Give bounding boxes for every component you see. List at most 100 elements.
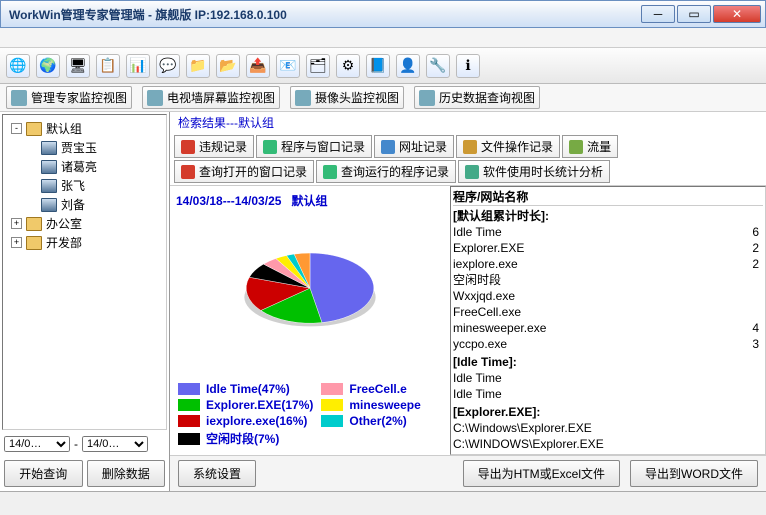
search-result: 检索结果---默认组	[170, 112, 766, 133]
tree-host[interactable]: 张飞	[7, 176, 162, 195]
toolbar-icon-8[interactable]: 📤	[246, 54, 270, 78]
toolbar-icon-7[interactable]: 📂	[216, 54, 240, 78]
tab-label: 电视墙屏幕监控视图	[167, 89, 275, 106]
view-tab[interactable]: 摄像头监控视图	[290, 86, 404, 109]
sub-tabs: 查询打开的窗口记录查询运行的程序记录软件使用时长统计分析	[170, 160, 766, 185]
date-to[interactable]: 14/0…	[82, 436, 148, 452]
program-list[interactable]: 程序/网站名称 [默认组累计时长]:Idle Time6Explorer.EXE2…	[450, 186, 766, 455]
tree-host[interactable]: 贾宝玉	[7, 138, 162, 157]
record-tab[interactable]: 文件操作记录	[456, 135, 560, 158]
legend-item: minesweepe	[321, 398, 442, 412]
swatch	[178, 415, 200, 427]
list-row[interactable]: iexplore.exe2	[453, 256, 763, 272]
toolbar-icon-2[interactable]: 🖥	[66, 54, 90, 78]
tab-icon	[463, 140, 477, 154]
pie-chart	[205, 217, 415, 372]
maximize-button[interactable]: ▭	[677, 5, 711, 23]
export-word-button[interactable]: 导出到WORD文件	[630, 460, 758, 487]
tab-icon	[181, 140, 195, 154]
sub-tab[interactable]: 查询运行的程序记录	[316, 160, 456, 183]
chart-title: 14/03/18---14/03/25 默认组	[174, 190, 446, 211]
list-row[interactable]: Wxxjqd.exe	[453, 288, 763, 304]
delete-button[interactable]: 删除数据	[87, 460, 166, 487]
toolbar-icon-6[interactable]: 📁	[186, 54, 210, 78]
tab-icon	[295, 90, 311, 106]
sidebar: -默认组贾宝玉诸葛亮张飞刘备+办公室+开发部 14/0… - 14/0… 开始查…	[0, 112, 170, 491]
record-tab[interactable]: 流量	[562, 135, 618, 158]
menubar	[0, 28, 766, 48]
list-row[interactable]: Idle Time6	[453, 224, 763, 240]
view-tab[interactable]: 电视墙屏幕监控视图	[142, 86, 280, 109]
view-tab[interactable]: 管理专家监控视图	[6, 86, 132, 109]
legend-item: Other(2%)	[321, 414, 442, 428]
pc-icon	[41, 179, 57, 193]
collapse-icon[interactable]: -	[11, 123, 22, 134]
toolbar-icon-10[interactable]: 🗂	[306, 54, 330, 78]
list-section: [Explorer.EXE]:	[453, 404, 763, 420]
view-tab[interactable]: 历史数据查询视图	[414, 86, 540, 109]
toolbar-icon-11[interactable]: ⚙	[336, 54, 360, 78]
toolbar-icon-14[interactable]: 🔧	[426, 54, 450, 78]
sub-tab[interactable]: 软件使用时长统计分析	[458, 160, 610, 183]
sub-tab[interactable]: 查询打开的窗口记录	[174, 160, 314, 183]
tab-icon	[323, 165, 337, 179]
swatch	[178, 399, 200, 411]
sys-settings-button[interactable]: 系统设置	[178, 460, 256, 487]
group-icon	[26, 236, 42, 250]
toolbar: 🌐🌍🖥📋📊💬📁📂📤📧🗂⚙📘👤🔧ℹ	[0, 48, 766, 84]
legend-item: 空闲时段(7%)	[178, 430, 313, 447]
close-button[interactable]: ✕	[713, 5, 761, 23]
tab-icon	[147, 90, 163, 106]
tab-icon	[569, 140, 583, 154]
expand-icon[interactable]: +	[11, 218, 22, 229]
group-icon	[26, 122, 42, 136]
tab-icon	[11, 90, 27, 106]
list-row[interactable]: yccpo.exe3	[453, 336, 763, 352]
list-section: [默认组累计时长]:	[453, 208, 763, 224]
toolbar-icon-5[interactable]: 💬	[156, 54, 180, 78]
list-row[interactable]: Idle Time	[453, 370, 763, 386]
tab-icon	[263, 140, 277, 154]
record-tab[interactable]: 程序与窗口记录	[256, 135, 372, 158]
tree-group[interactable]: -默认组	[7, 119, 162, 138]
list-row[interactable]: C:\Windows\Explorer.EXE	[453, 420, 763, 436]
tree-group[interactable]: +开发部	[7, 233, 162, 252]
toolbar-icon-12[interactable]: 📘	[366, 54, 390, 78]
minimize-button[interactable]: ─	[641, 5, 675, 23]
legend: Idle Time(47%)FreeCell.eExplorer.EXE(17%…	[174, 378, 446, 451]
list-row[interactable]: minesweeper.exe4	[453, 320, 763, 336]
tab-label: 历史数据查询视图	[439, 89, 535, 106]
record-tab[interactable]: 违规记录	[174, 135, 254, 158]
toolbar-icon-1[interactable]: 🌍	[36, 54, 60, 78]
pc-icon	[41, 141, 57, 155]
toolbar-icon-4[interactable]: 📊	[126, 54, 150, 78]
tab-icon	[381, 140, 395, 154]
swatch	[321, 383, 343, 395]
bottom-bar: 系统设置 导出为HTM或Excel文件 导出到WORD文件	[170, 455, 766, 491]
export-htm-button[interactable]: 导出为HTM或Excel文件	[463, 460, 620, 487]
toolbar-icon-0[interactable]: 🌐	[6, 54, 30, 78]
swatch	[178, 433, 200, 445]
window-title: WorkWin管理专家管理端 - 旗舰版 IP:192.168.0.100	[5, 6, 641, 23]
tree-host[interactable]: 刘备	[7, 195, 162, 214]
expand-icon[interactable]: +	[11, 237, 22, 248]
tree[interactable]: -默认组贾宝玉诸葛亮张飞刘备+办公室+开发部	[2, 114, 167, 430]
list-row[interactable]: 空闲时段	[453, 272, 763, 288]
legend-item: Idle Time(47%)	[178, 382, 313, 396]
toolbar-icon-9[interactable]: 📧	[276, 54, 300, 78]
main: 检索结果---默认组 违规记录程序与窗口记录网址记录文件操作记录流量 查询打开的…	[170, 112, 766, 491]
list-row[interactable]: C:\WINDOWS\Explorer.EXE	[453, 436, 763, 452]
toolbar-icon-13[interactable]: 👤	[396, 54, 420, 78]
list-row[interactable]: FreeCell.exe	[453, 304, 763, 320]
list-row[interactable]: Explorer.EXE2	[453, 240, 763, 256]
toolbar-icon-3[interactable]: 📋	[96, 54, 120, 78]
toolbar-icon-15[interactable]: ℹ	[456, 54, 480, 78]
tree-host[interactable]: 诸葛亮	[7, 157, 162, 176]
date-from[interactable]: 14/0…	[4, 436, 70, 452]
tree-group[interactable]: +办公室	[7, 214, 162, 233]
legend-item: iexplore.exe(16%)	[178, 414, 313, 428]
list-header: 程序/网站名称	[453, 189, 763, 206]
query-button[interactable]: 开始查询	[4, 460, 83, 487]
record-tab[interactable]: 网址记录	[374, 135, 454, 158]
list-row[interactable]: Idle Time	[453, 386, 763, 402]
